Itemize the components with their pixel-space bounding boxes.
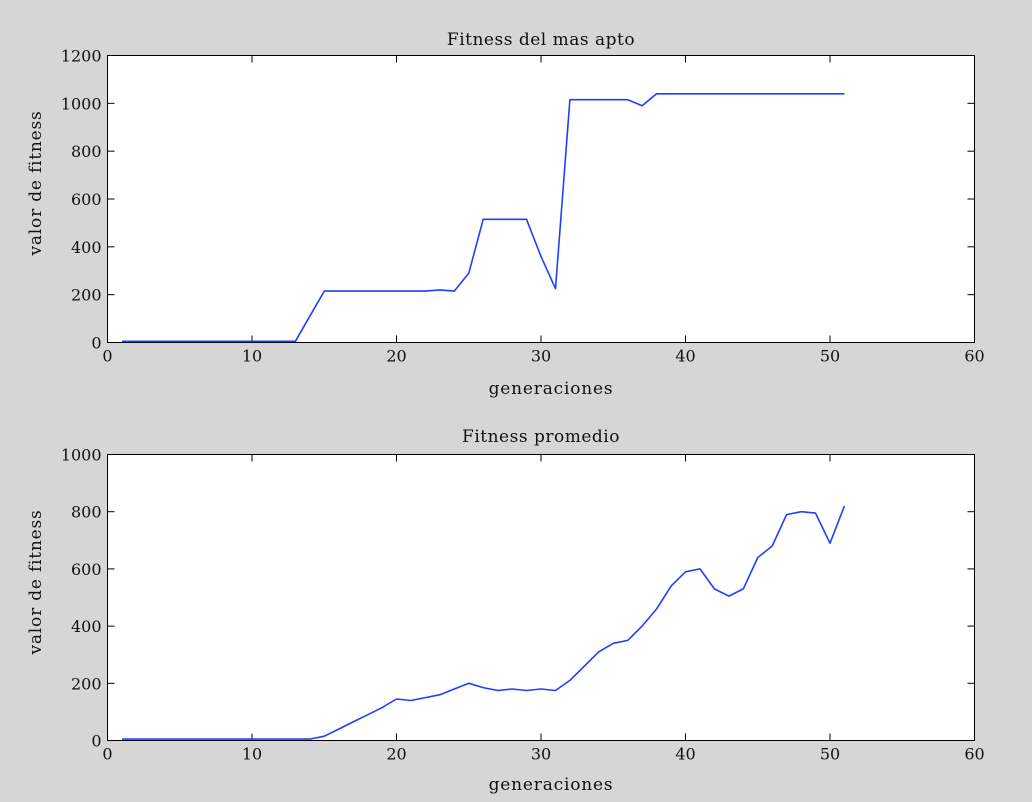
plot-area-bottom [107, 454, 975, 741]
y-tick-label-bottom: 800 [71, 503, 102, 522]
y-tick-label-bottom: 600 [71, 560, 102, 579]
chart-fitness-del-mas-apto: Fitness del mas apto generaciones valor … [26, 30, 985, 399]
series-line-top [122, 93, 845, 343]
x-axis-label-top: generaciones [489, 379, 614, 399]
x-tick-label-top: 50 [820, 347, 840, 366]
y-tick-label-bottom: 400 [71, 617, 102, 636]
chart-title-bottom: Fitness promedio [462, 427, 620, 447]
x-tick-label-bottom: 60 [964, 745, 984, 764]
x-tick-label-bottom: 0 [102, 745, 112, 764]
y-tick-label-bottom: 200 [71, 674, 102, 693]
y-axis-label-top: valor de fitness [26, 110, 46, 256]
y-tick-label-top: 1000 [61, 94, 102, 113]
x-tick-label-top: 10 [242, 347, 262, 366]
x-tick-label-bottom: 30 [531, 745, 551, 764]
x-tick-label-bottom: 20 [386, 745, 406, 764]
y-tick-label-top: 1200 [61, 47, 102, 66]
x-axis-label-bottom: generaciones [489, 775, 614, 795]
chart-fitness-promedio: Fitness promedio generaciones valor de f… [26, 427, 985, 795]
y-tick-label-bottom: 0 [91, 732, 101, 751]
x-tick-label-top: 60 [964, 347, 984, 366]
y-tick-label-bottom: 1000 [61, 446, 102, 465]
y-axis-label-bottom: valor de fitness [26, 509, 46, 655]
x-tick-label-bottom: 10 [242, 745, 262, 764]
plot-area-top [107, 55, 975, 343]
series-line-bottom [122, 505, 846, 740]
x-tick-label-bottom: 50 [820, 745, 840, 764]
x-tick-label-top: 0 [102, 347, 112, 366]
y-tick-label-top: 600 [71, 190, 102, 209]
y-tick-label-top: 200 [71, 286, 102, 305]
y-tick-label-top: 400 [71, 238, 102, 257]
chart-title-top: Fitness del mas apto [447, 30, 635, 50]
x-tick-label-top: 30 [531, 347, 551, 366]
x-tick-label-top: 20 [386, 347, 406, 366]
x-tick-label-bottom: 40 [675, 745, 695, 764]
y-tick-label-top: 800 [71, 142, 102, 161]
x-tick-label-top: 40 [675, 347, 695, 366]
y-tick-label-top: 0 [91, 334, 101, 353]
